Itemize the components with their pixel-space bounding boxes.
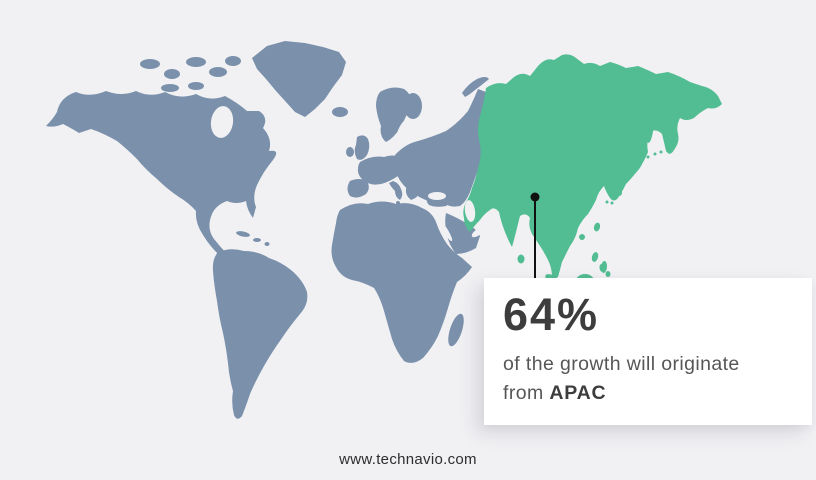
water-overlays-group bbox=[210, 106, 483, 242]
other-regions-group bbox=[46, 41, 489, 419]
europe-russia-shape bbox=[394, 89, 486, 207]
kyushu-shape bbox=[616, 190, 622, 196]
footer-url: www.technavio.com bbox=[339, 451, 477, 468]
kuril-island bbox=[646, 155, 650, 159]
apac-region-group bbox=[463, 54, 722, 297]
hudson-bay-water bbox=[210, 106, 234, 138]
east-china-island bbox=[610, 201, 614, 205]
philippines-island bbox=[591, 252, 599, 262]
marker-dot bbox=[530, 192, 540, 202]
caspian-sea-water bbox=[464, 200, 476, 222]
arctic-island bbox=[225, 56, 241, 66]
baltic-sea-water bbox=[396, 119, 410, 139]
east-china-island bbox=[605, 200, 609, 204]
arctic-island bbox=[188, 82, 204, 90]
madagascar-shape bbox=[448, 313, 464, 347]
arctic-island bbox=[209, 67, 227, 77]
south-america-shape bbox=[212, 249, 308, 419]
caribbean-island bbox=[253, 238, 261, 242]
philippines-island bbox=[605, 271, 611, 277]
hainan-shape bbox=[579, 234, 585, 240]
arctic-island bbox=[161, 84, 179, 92]
honshu-shape bbox=[621, 156, 643, 181]
italy-shape bbox=[389, 181, 403, 200]
taiwan-shape bbox=[593, 222, 601, 232]
growth-description-prefix: from bbox=[503, 382, 550, 405]
finland-shape bbox=[404, 93, 422, 119]
growth-percentage: 64% bbox=[503, 289, 600, 340]
novaya-zemlya-shape bbox=[462, 77, 489, 97]
arctic-island bbox=[186, 57, 206, 67]
black-sea-water bbox=[428, 192, 446, 200]
africa-shape bbox=[331, 201, 472, 363]
iceland-shape bbox=[332, 107, 348, 117]
central-europe-shape bbox=[357, 155, 405, 185]
apac-marker-group bbox=[530, 192, 540, 279]
sicily-shape bbox=[396, 201, 400, 205]
scandinavia-shape bbox=[376, 87, 411, 142]
caribbean-island bbox=[236, 231, 250, 237]
hokkaido-shape bbox=[632, 144, 642, 152]
kuril-island bbox=[659, 150, 663, 154]
red-sea-water bbox=[437, 218, 453, 242]
kuril-island bbox=[653, 152, 657, 156]
sulawesi-shape bbox=[600, 261, 608, 273]
arctic-island bbox=[140, 59, 160, 69]
ireland-shape bbox=[346, 147, 354, 157]
britain-shape bbox=[354, 135, 370, 160]
caribbean-island bbox=[264, 242, 270, 246]
iberia-shape bbox=[347, 179, 369, 198]
sakhalin-shape bbox=[646, 119, 654, 143]
apac-growth-callout: 64% of the growth will originate from AP… bbox=[484, 278, 812, 425]
region-label: APAC bbox=[549, 382, 607, 405]
sri-lanka-shape bbox=[517, 254, 525, 264]
arabian-peninsula-shape bbox=[445, 213, 480, 254]
growth-description-line1: of the growth will originate bbox=[503, 353, 740, 376]
north-america-shape bbox=[46, 91, 277, 267]
persian-gulf-water bbox=[471, 228, 483, 238]
balkans-shape bbox=[405, 183, 420, 200]
arctic-island bbox=[164, 69, 180, 79]
growth-description: of the growth will originate from APAC bbox=[503, 350, 802, 408]
asia-mainland-shape bbox=[463, 54, 722, 277]
greenland-shape bbox=[252, 41, 346, 117]
